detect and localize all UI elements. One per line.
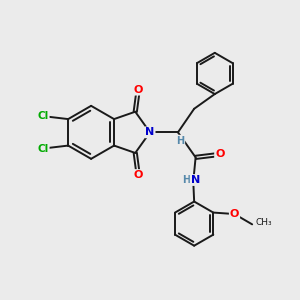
Text: Cl: Cl bbox=[38, 143, 49, 154]
Text: N: N bbox=[191, 175, 200, 185]
Text: N: N bbox=[146, 127, 154, 137]
Text: O: O bbox=[134, 170, 143, 180]
Text: O: O bbox=[230, 209, 239, 219]
Text: Cl: Cl bbox=[38, 111, 49, 121]
Text: CH₃: CH₃ bbox=[255, 218, 272, 227]
Text: O: O bbox=[134, 85, 143, 94]
Text: H: H bbox=[176, 136, 184, 146]
Text: H: H bbox=[182, 175, 190, 185]
Text: O: O bbox=[215, 149, 224, 159]
